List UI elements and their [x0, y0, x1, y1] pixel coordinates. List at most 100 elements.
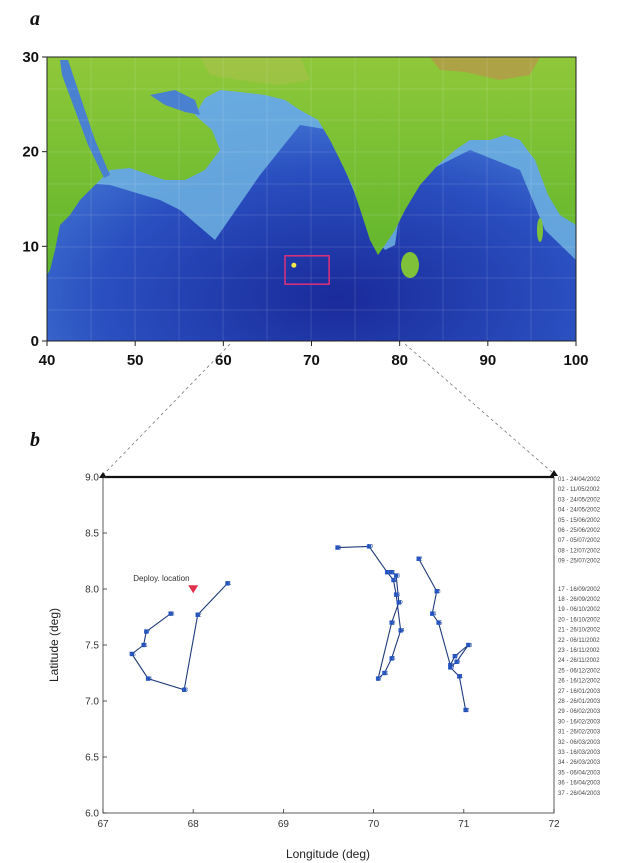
- track-point-label: 22: [417, 557, 423, 563]
- legend-entry: 27 - 16/01/2003: [558, 689, 601, 695]
- panel-a-letter: a: [30, 8, 40, 30]
- track-point-label: 29: [455, 660, 461, 666]
- panel-a-map: [47, 57, 576, 341]
- map-x-tick-label: 40: [39, 352, 56, 369]
- map-y-tick-label: 30: [22, 49, 39, 66]
- legend-entry: 05 - 15/06/2002: [558, 518, 601, 524]
- track-point: [457, 674, 462, 679]
- plot-legend: 01 - 24/04/2002 02 - 11/05/2002 03 - 24/05…: [558, 477, 601, 797]
- highlands: [430, 57, 540, 80]
- track-point-label: 10: [367, 544, 373, 550]
- track-point-label: 17: [376, 676, 382, 682]
- track-point-label: 23: [435, 589, 441, 595]
- map-x-tick-label: 50: [127, 352, 144, 369]
- track-point: [466, 642, 471, 648]
- track-point: [463, 707, 468, 713]
- track-point-label: 07: [145, 629, 151, 635]
- track-point-label: 11: [386, 570, 391, 576]
- track-point: [416, 556, 421, 561]
- track-line: [131, 583, 228, 691]
- y-tick-label: 7.0: [85, 697, 99, 708]
- track-point-label: 12: [392, 578, 398, 584]
- x-tick-label: 71: [458, 819, 470, 830]
- track-point-label: 08: [169, 611, 175, 617]
- map-y-tick-label: 10: [22, 238, 39, 255]
- track-point-label: 04: [146, 676, 152, 682]
- land-mass: [47, 57, 576, 275]
- track-point: [375, 676, 381, 681]
- track-point: [168, 611, 173, 616]
- connector-line-left: [102, 343, 231, 476]
- legend-entry: 32 - 06/03/2003: [558, 740, 601, 746]
- map-axes: 40 50 60 70 80 90 100 0 10 20 30: [22, 49, 588, 369]
- track-point: [181, 687, 187, 692]
- study-area-box: [284, 255, 330, 285]
- map-x-tick-label: 90: [479, 352, 496, 369]
- y-tick-label: 8.5: [85, 529, 99, 540]
- track-point-label: 19: [397, 600, 403, 606]
- track-point: [393, 592, 399, 597]
- legend-entry: 09 - 25/07/2002: [558, 559, 601, 565]
- legend-entry: 02 - 11/05/2002: [558, 487, 600, 493]
- legend-entry: 28 - 26/01/2003: [558, 699, 601, 705]
- track-point-label: 28: [467, 643, 473, 649]
- track-point: [195, 612, 200, 617]
- legend-entry: 17 - 16/09/2002: [558, 587, 601, 593]
- y-tick-label: 7.5: [85, 641, 99, 652]
- track-point: [452, 654, 457, 659]
- legend-entry: 36 - 16/04/2003: [558, 781, 601, 787]
- legend-entry: 35 - 06/04/2003: [558, 770, 601, 776]
- panel-b-letter: b: [30, 429, 40, 451]
- plot-axes: 67 68 69 70 71 72 6.0 6.5 7.0 7.5 8.0 8.5 9.0: [85, 473, 560, 831]
- legend-entry: 07 - 05/07/2002: [558, 538, 601, 544]
- track-point: [225, 581, 230, 586]
- track-point-label: 32: [464, 708, 470, 714]
- plot-frame: [102, 476, 555, 814]
- track-point-label: 13: [394, 592, 400, 598]
- x-tick-label: 72: [548, 819, 560, 830]
- legend-entry: 23 - 16/11/2002: [558, 648, 600, 654]
- track-point: [391, 577, 396, 583]
- persian-gulf: [150, 90, 200, 115]
- track-point: [393, 573, 399, 578]
- track-point-label: 20: [394, 573, 400, 579]
- sri-lanka: [401, 252, 419, 278]
- legend-entry: 30 - 16/02/2003: [558, 719, 601, 725]
- track-point-label: 24: [430, 611, 436, 617]
- map-x-tick-label: 60: [215, 352, 232, 369]
- y-tick-label: 9.0: [85, 473, 99, 484]
- track-point: [398, 628, 403, 633]
- legend-entry: 26 - 16/12/2002: [558, 679, 601, 685]
- track-point: [448, 665, 453, 670]
- track-point: [335, 545, 340, 550]
- y-tick-label: 6.5: [85, 753, 99, 764]
- map-overlay: [284, 255, 330, 285]
- track-point: [389, 570, 394, 575]
- legend-entry: 24 - 26/11/2002: [558, 658, 600, 664]
- track-point-label: 16: [383, 671, 389, 677]
- track-point: [144, 629, 149, 634]
- legend-entry: 37 - 26/04/2003: [558, 791, 601, 797]
- legend-entry: 18 - 26/09/2002: [558, 597, 601, 603]
- legend-entry: 22 - 06/11/2002: [558, 638, 600, 644]
- track-point: [389, 620, 394, 625]
- corner-marker-right: [550, 470, 558, 476]
- track-point-label: 09: [336, 545, 342, 551]
- x-tick-label: 70: [368, 819, 380, 830]
- map-x-tick-label: 70: [303, 352, 320, 369]
- legend-entry: 31 - 26/02/2003: [558, 730, 601, 736]
- legend-entry: 01 - 24/04/2002: [558, 477, 601, 483]
- legend-entry: 19 - 06/10/2002: [558, 607, 601, 613]
- track-point-label: 31: [458, 674, 464, 680]
- x-axis-title: Longitude (deg): [286, 847, 370, 861]
- track-point: [448, 662, 453, 668]
- track-point: [366, 544, 372, 549]
- corner-marker-left: [99, 472, 107, 478]
- track-point-label: 06: [142, 643, 148, 649]
- x-tick-label: 67: [97, 819, 109, 830]
- legend-entry: 03 - 24/05/2002: [558, 497, 601, 503]
- track-point-label: 27: [453, 654, 459, 660]
- map-x-tick-label: 100: [563, 352, 588, 369]
- track-point-label: 30: [448, 665, 454, 671]
